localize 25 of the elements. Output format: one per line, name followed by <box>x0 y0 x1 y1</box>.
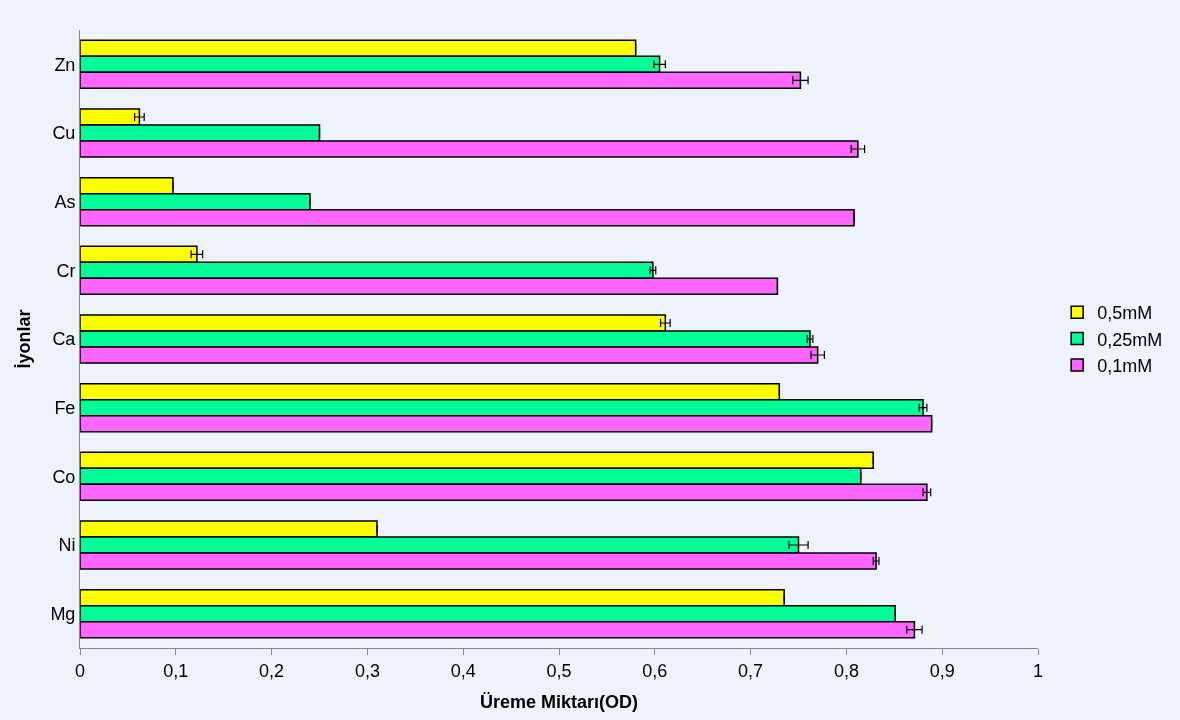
y-tick-label: Cr <box>56 260 76 281</box>
x-tick-label: 0,9 <box>929 660 955 681</box>
legend-label: 0,1mM <box>1097 356 1153 377</box>
x-axis-title: Üreme Miktarı(OD) <box>479 691 639 712</box>
x-tick-label: 1 <box>1032 660 1044 681</box>
x-tick-label: 0,7 <box>738 660 764 681</box>
y-tick-label: Zn <box>54 54 76 75</box>
x-tick-label: 0,1 <box>163 660 189 681</box>
x-tick-label: 0,8 <box>833 660 859 681</box>
x-tick-label: 0 <box>74 660 86 681</box>
y-tick-label: Ca <box>52 329 77 350</box>
y-tick-label: Co <box>52 466 76 487</box>
y-tick-label: Cu <box>52 123 76 144</box>
y-tick-label: Ni <box>58 535 76 556</box>
y-tick-label: Mg <box>50 603 76 624</box>
y-axis-title: İyonlar <box>13 309 34 369</box>
x-tick-label: 0,4 <box>450 660 476 681</box>
legend-label: 0,5mM <box>1097 303 1153 324</box>
y-tick-label: As <box>54 191 76 212</box>
legend-label: 0,25mM <box>1097 329 1163 350</box>
x-tick-label: 0,3 <box>354 660 380 681</box>
x-tick-label: 0,2 <box>259 660 285 681</box>
x-tick-label: 0,6 <box>642 660 668 681</box>
x-tick-label: 0,5 <box>546 660 572 681</box>
y-tick-label: Fe <box>54 397 76 418</box>
